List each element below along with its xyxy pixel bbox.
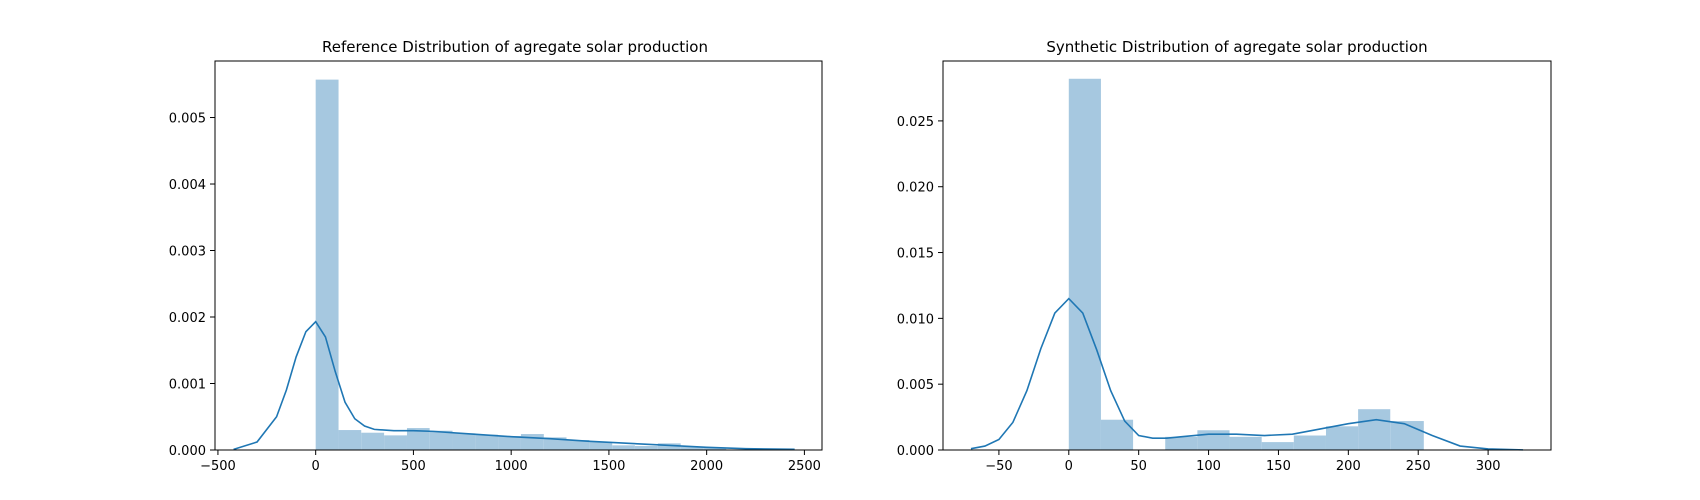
- histogram-bar-10: [543, 437, 567, 450]
- histogram-bar-5: [429, 430, 453, 450]
- histogram-bar-4: [406, 428, 430, 450]
- histogram-bar-6: [1261, 442, 1294, 450]
- histogram-bars: [315, 79, 727, 450]
- histogram-bar-14: [634, 446, 658, 450]
- y-tick-label: 0.020: [897, 181, 934, 196]
- chart-title: Synthetic Distribution of agregate solar…: [1046, 38, 1427, 56]
- plot-frame: [214, 60, 823, 451]
- histogram-bar-8: [1325, 426, 1359, 450]
- x-tick-label: −500: [200, 459, 236, 474]
- histogram-bar-7: [1293, 435, 1326, 450]
- histogram-bar-12: [589, 442, 613, 450]
- x-tick-label: 0: [1065, 459, 1073, 474]
- x-tick-label: 100: [1196, 459, 1221, 474]
- reference-distribution-chart: Reference Distribution of agregate solar…: [169, 38, 823, 474]
- histogram-bar-9: [1358, 409, 1391, 450]
- synthetic-distribution-chart: Synthetic Distribution of agregate solar…: [897, 38, 1552, 474]
- histogram-bar-5: [1229, 436, 1262, 450]
- y-tick-label: 0.000: [169, 444, 206, 459]
- x-tick-label: 1500: [592, 459, 625, 474]
- histogram-bar-1: [338, 430, 362, 450]
- y-tick-label: 0.004: [169, 178, 206, 193]
- histogram-bar-2: [361, 432, 385, 450]
- y-axis-ticks: 0.000 0.005 0.010 0.015 0.020 0.025: [897, 115, 943, 459]
- y-tick-label: 0.005: [897, 378, 934, 393]
- y-tick-label: 0.003: [169, 245, 206, 260]
- histogram-bar-4: [1197, 430, 1230, 450]
- y-tick-label: 0.000: [897, 444, 934, 459]
- histogram-bar-16: [680, 446, 704, 450]
- histogram-bar-6: [452, 433, 476, 450]
- y-tick-label: 0.001: [169, 378, 206, 393]
- y-tick-label: 0.025: [897, 115, 934, 130]
- x-tick-label: 1000: [495, 459, 528, 474]
- x-tick-label: −50: [985, 459, 1012, 474]
- plot-frame: [942, 60, 1552, 451]
- histogram-bar-3: [384, 435, 407, 450]
- histogram-bar-15: [657, 443, 681, 450]
- x-tick-label: 50: [1130, 459, 1147, 474]
- histogram-bar-13: [612, 445, 635, 450]
- histogram-bar-9: [520, 434, 544, 450]
- x-tick-label: 500: [401, 459, 426, 474]
- x-tick-label: 300: [1476, 459, 1501, 474]
- y-axis-ticks: 0.000 0.001 0.002 0.003 0.004 0.005: [169, 112, 215, 459]
- histogram-bars: [1068, 78, 1424, 450]
- histogram-bar-0: [315, 79, 339, 450]
- histogram-bar-17: [703, 448, 727, 450]
- histogram-bar-11: [566, 440, 590, 450]
- x-tick-label: 2500: [788, 459, 821, 474]
- y-tick-label: 0.005: [169, 112, 206, 127]
- chart-title: Reference Distribution of agregate solar…: [322, 38, 708, 56]
- x-axis-ticks: −50 0 50 100 150 200 250 300: [985, 450, 1501, 474]
- histogram-bar-0: [1068, 78, 1101, 450]
- x-axis-ticks: −500 0 500 1000 1500 2000 2500: [200, 450, 821, 474]
- histogram-bar-3: [1165, 436, 1198, 450]
- histogram-bar-7: [475, 434, 499, 450]
- kde-curve: [970, 297, 1524, 451]
- x-tick-label: 150: [1266, 459, 1291, 474]
- y-tick-label: 0.010: [897, 312, 934, 327]
- x-tick-label: 0: [312, 459, 320, 474]
- x-tick-label: 250: [1406, 459, 1431, 474]
- x-tick-label: 200: [1336, 459, 1361, 474]
- kde-curve: [233, 320, 795, 451]
- y-tick-label: 0.002: [169, 311, 206, 326]
- y-tick-label: 0.015: [897, 247, 934, 262]
- x-tick-label: 2000: [690, 459, 723, 474]
- histogram-bar-10: [1390, 421, 1424, 450]
- histogram-bar-8: [498, 436, 521, 450]
